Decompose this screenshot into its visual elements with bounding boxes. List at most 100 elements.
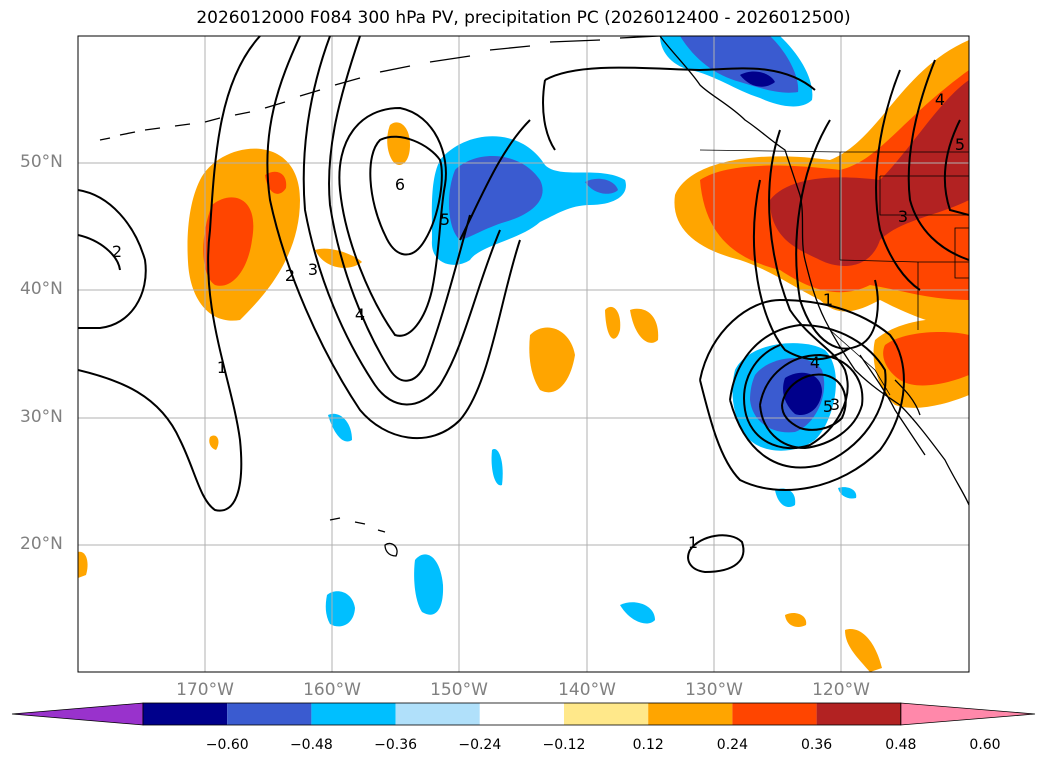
pv-contour <box>459 119 531 241</box>
colorbar-bin <box>564 703 649 725</box>
pv-contour <box>78 234 121 271</box>
precip-anomaly-pos <box>770 80 969 266</box>
colorbar-bin <box>479 703 564 725</box>
contour-label: 2 <box>285 266 295 285</box>
precip-anomaly-pos <box>203 197 254 286</box>
precip-anomaly-neg <box>585 178 618 194</box>
precip-anomaly-neg <box>491 449 503 486</box>
colorbar-tick-label: −0.60 <box>205 737 249 753</box>
pv-contour <box>781 373 847 431</box>
colorbar-bin <box>816 703 901 725</box>
colorbar-bin <box>395 703 480 725</box>
precip-anomaly-neg <box>775 488 796 508</box>
colorbar-bin <box>311 703 396 725</box>
pv-contours <box>78 36 969 574</box>
hawaii-islands <box>329 517 398 557</box>
precip-shading <box>78 36 969 672</box>
lat-label: 50°N <box>20 152 63 172</box>
pv-contour <box>266 36 521 440</box>
pv-contour <box>369 135 443 256</box>
colorbar-tick-label: −0.12 <box>542 737 586 753</box>
pv-contour <box>338 106 447 337</box>
baja-coast <box>859 354 926 456</box>
colorbar-tick-label: 0.36 <box>801 737 833 753</box>
precip-anomaly-pos <box>605 306 621 339</box>
lon-label: 160°W <box>303 680 361 700</box>
contour-label: 3 <box>308 260 318 279</box>
pv-contour <box>753 179 851 361</box>
precip-anomaly-pos <box>265 171 287 194</box>
contour-label: 6 <box>395 175 405 194</box>
contour-label: 5 <box>823 397 833 416</box>
colorbar-tick-label: −0.36 <box>374 737 418 753</box>
precip-anomaly-neg <box>414 554 444 615</box>
pv-contour <box>729 323 887 469</box>
graticule <box>78 36 969 672</box>
colorbar-tick-label: −0.24 <box>458 737 502 753</box>
lat-label: 40°N <box>20 279 63 299</box>
contour-label: 3 <box>830 395 840 414</box>
colorbar-tick-label: −0.48 <box>289 737 333 753</box>
lat-label: 30°N <box>20 407 63 427</box>
colorbar-bin <box>732 703 817 725</box>
precip-anomaly-pos <box>630 308 659 343</box>
pv-contour <box>328 36 471 382</box>
colorbar-tick-label: 0.60 <box>969 737 1001 753</box>
contour-label: 4 <box>810 353 820 372</box>
map-title: 2026012000 F084 300 hPa PV, precipitatio… <box>196 8 851 28</box>
colorbar-extend-low <box>11 702 144 726</box>
lon-label: 140°W <box>558 680 616 700</box>
precip-anomaly-neg <box>740 71 775 87</box>
pv-contour <box>687 534 745 574</box>
pv-contour <box>544 66 816 91</box>
lon-label: 170°W <box>176 680 234 700</box>
pv-contour <box>875 69 921 291</box>
colorbar-outline <box>142 702 902 726</box>
alaska-coast <box>659 36 969 506</box>
colorbar-tick-label: 0.48 <box>885 737 917 753</box>
colorbar-bin <box>648 703 733 725</box>
precip-anomaly-pos <box>78 551 88 578</box>
colorbar-extend-high <box>900 702 1036 726</box>
precip-anomaly-pos <box>315 248 362 268</box>
precip-anomaly-pos <box>785 613 807 627</box>
lon-label: 150°W <box>430 680 488 700</box>
pv-contour <box>759 353 864 450</box>
contour-label: 1 <box>217 358 227 377</box>
precip-anomaly-neg <box>620 602 655 624</box>
precip-anomaly-neg <box>838 487 857 499</box>
precip-anomaly-pos <box>529 327 575 393</box>
contour-label: 2 <box>112 242 122 261</box>
precip-anomaly-neg <box>448 156 543 240</box>
contour-label: 1 <box>688 533 698 552</box>
pv-contour <box>943 119 969 216</box>
precip-anomaly-pos <box>387 122 410 165</box>
contour-label: 3 <box>898 207 908 226</box>
lon-label: 120°W <box>812 680 870 700</box>
contour-label: 1 <box>823 290 833 309</box>
pv-contour <box>78 189 147 329</box>
contour-label: 5 <box>440 210 450 229</box>
colorbar-tick-label: 0.12 <box>632 737 664 753</box>
colorbar <box>11 702 1036 726</box>
precip-anomaly-neg <box>325 591 355 627</box>
contour-label: 4 <box>935 90 945 109</box>
colorbar-bin <box>143 703 228 725</box>
lat-label: 20°N <box>20 534 63 554</box>
lon-label: 130°W <box>685 680 743 700</box>
contour-label: 5 <box>955 135 965 154</box>
colorbar-bin <box>227 703 312 725</box>
precip-anomaly-pos <box>845 629 882 672</box>
precip-anomaly-pos <box>209 435 219 450</box>
pv-contour <box>907 59 969 261</box>
precip-anomaly-neg <box>328 413 352 442</box>
precip-anomaly-neg <box>783 372 822 416</box>
colorbar-tick-label: 0.24 <box>716 737 748 753</box>
pv-contour <box>743 129 849 450</box>
pv-contour <box>542 79 556 151</box>
pv-contour <box>699 298 905 491</box>
contour-label: 4 <box>355 305 365 324</box>
pv-contour <box>78 36 261 512</box>
